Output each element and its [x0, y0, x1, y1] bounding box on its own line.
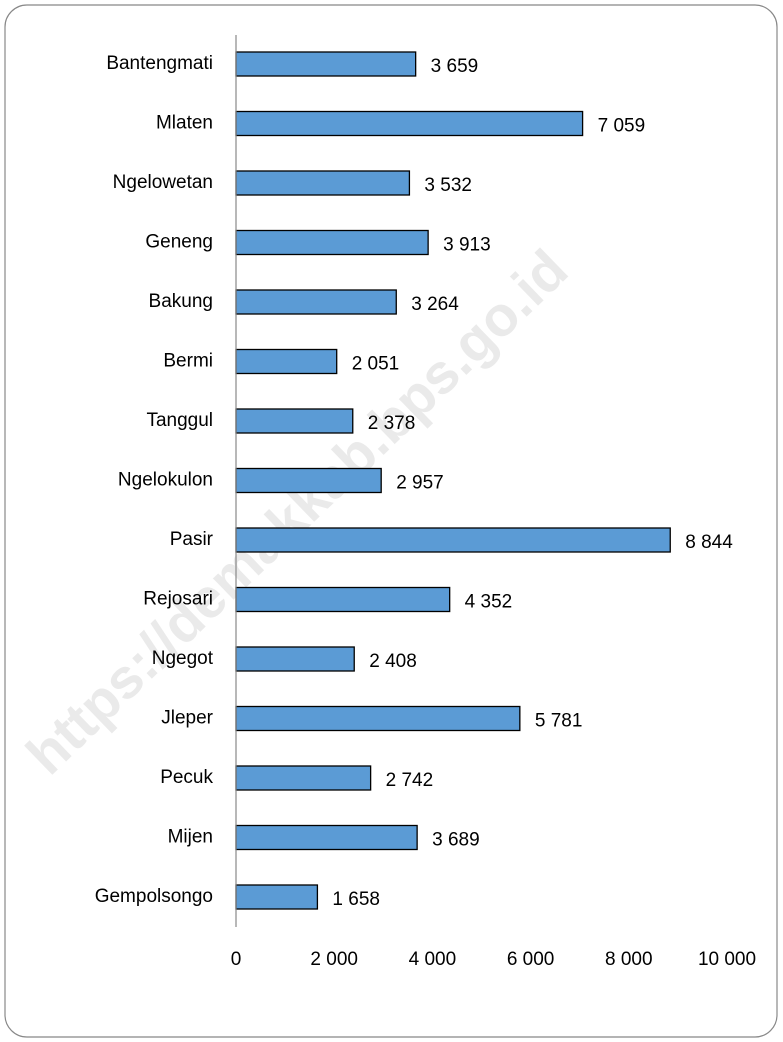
bar: [235, 824, 418, 851]
y-tick-label: Ngegot: [152, 648, 214, 669]
y-tick-label: Rejosari: [143, 589, 213, 610]
bar: [235, 408, 354, 434]
value-label: 3 913: [443, 235, 491, 256]
value-label: 7 059: [598, 116, 646, 137]
bar: [235, 289, 397, 315]
value-label: 2 408: [369, 651, 417, 672]
bar: [235, 51, 417, 77]
y-tick-label: Pasir: [170, 529, 214, 550]
y-tick-label: Bantengmati: [106, 53, 213, 74]
bar: [235, 765, 372, 791]
bar: [235, 884, 319, 910]
x-tick-label: 10 000: [698, 949, 756, 970]
value-label: 4 352: [465, 592, 513, 613]
y-tick-label: Tanggul: [146, 410, 213, 431]
y-tick-label: Geneng: [145, 232, 213, 253]
y-tick-label: Jleper: [161, 708, 213, 729]
y-tick-label: Bermi: [163, 351, 213, 372]
bar: [235, 646, 355, 672]
x-tick-label: 0: [231, 949, 242, 970]
bar: [235, 170, 411, 196]
y-tick-label: Bakung: [149, 291, 213, 312]
bar: [235, 348, 338, 375]
bar: [235, 527, 671, 553]
value-label: 2 378: [368, 413, 416, 434]
value-label: 2 742: [386, 770, 434, 791]
value-label: 3 532: [424, 175, 472, 196]
chart-frame: [4, 4, 778, 1038]
value-label: 3 689: [432, 830, 480, 851]
y-tick-label: Ngelokulon: [118, 470, 213, 491]
x-tick-label: 2 000: [310, 949, 358, 970]
bar: [235, 705, 521, 732]
x-tick-label: 8 000: [605, 949, 653, 970]
bar: [235, 467, 382, 494]
x-tick-label: 4 000: [409, 949, 457, 970]
y-tick-label: Mijen: [168, 827, 213, 848]
value-label: 1 658: [332, 889, 380, 910]
bar: [235, 110, 584, 137]
y-tick-label: Gempolsongo: [95, 886, 213, 907]
value-label: 2 051: [352, 354, 400, 375]
bar: [235, 586, 451, 613]
y-tick-label: Ngelowetan: [113, 172, 213, 193]
value-label: 3 264: [411, 294, 459, 315]
value-label: 2 957: [396, 473, 444, 494]
value-label: 8 844: [685, 532, 733, 553]
y-tick-label: Pecuk: [160, 767, 213, 788]
bar: [235, 229, 429, 256]
x-tick-label: 6 000: [507, 949, 555, 970]
y-tick-label: Mlaten: [156, 113, 213, 134]
value-label: 5 781: [535, 711, 583, 732]
value-label: 3 659: [431, 56, 479, 77]
